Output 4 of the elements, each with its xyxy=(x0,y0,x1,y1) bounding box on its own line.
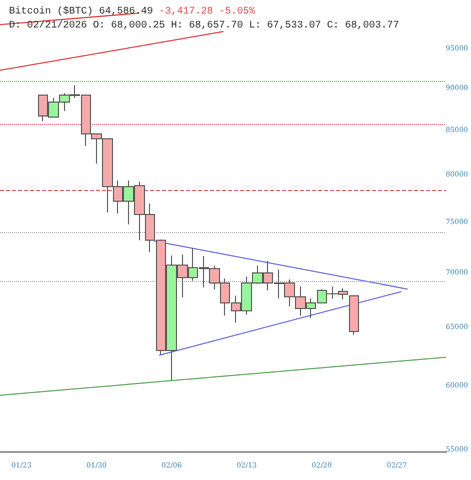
text: Bitcoin ($BTC) 64,586.49 xyxy=(9,6,160,18)
text: D: 02/21/2026 O: 68,000.25 H: 68,657.70 L: 67,533.07 C: 68,003.77 xyxy=(9,20,400,32)
candlestick xyxy=(349,295,359,336)
annotation: -3,417.28 -5.05% xyxy=(159,6,256,18)
